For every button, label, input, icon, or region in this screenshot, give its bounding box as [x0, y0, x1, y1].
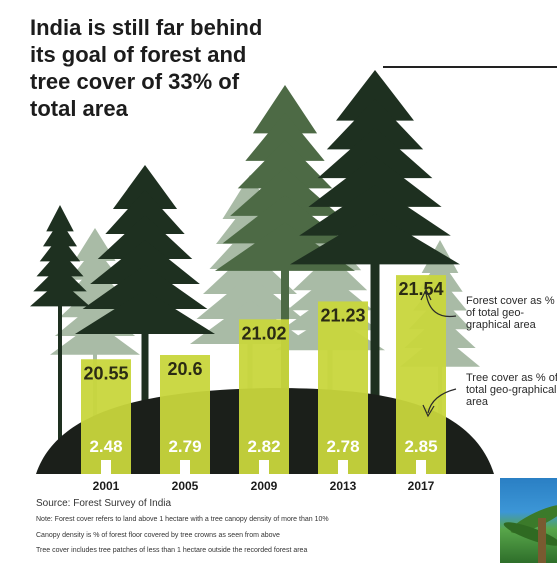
- forest-value-label-2013: 21.23: [320, 305, 365, 325]
- labels-layer: 20.55 2.48 2001 20.6 2.79 2005 21.02 2.82 2009 21…: [83, 279, 443, 493]
- forest-value-label-2017: 21.54: [398, 279, 443, 299]
- tree-foliage: [75, 290, 215, 334]
- title-rule: [383, 66, 557, 68]
- tree-trunk: [370, 150, 380, 474]
- tree-value-label-2013: 2.78: [326, 437, 359, 456]
- tree-foliage: [196, 275, 304, 319]
- tree-cover-annotation: Tree cover as % of total geo-graphical a…: [466, 372, 557, 408]
- tree-bar-2001: [101, 460, 111, 474]
- note-line-3: Tree cover includes tree patches of less…: [36, 547, 308, 554]
- tree-trunk: [141, 235, 149, 474]
- tree-foliage: [308, 156, 442, 207]
- tree-value-label-2005: 2.79: [168, 437, 201, 456]
- forest-value-label-2005: 20.6: [167, 359, 202, 379]
- note-line-1: Note: Forest cover refers to land above …: [36, 516, 329, 523]
- tree-foliage: [237, 140, 333, 189]
- tree-bar-2017: [416, 460, 426, 474]
- tree-foliage: [317, 127, 433, 179]
- tree-foliage: [39, 235, 81, 262]
- tree-foliage: [252, 85, 318, 134]
- tree-foliage: [46, 205, 74, 232]
- forest-cover-annotation: Forest cover as % of total geo-graphical…: [466, 295, 555, 331]
- forest-value-label-2001: 20.55: [83, 363, 128, 383]
- tree-foliage: [82, 265, 208, 309]
- forest-bar-2005: [160, 355, 210, 474]
- tree-foliage: [245, 112, 325, 161]
- tree-foliage: [36, 250, 84, 277]
- tree-bar-2009: [259, 460, 269, 474]
- x-tick-label-2009: 2009: [251, 479, 278, 493]
- tree-bar-2005: [180, 460, 190, 474]
- tree-foliage: [326, 98, 424, 150]
- forest-bar-2017: [396, 275, 446, 474]
- tree-foliage: [97, 215, 193, 259]
- annotation-arrows: [420, 288, 457, 418]
- x-tick-label-2013: 2013: [330, 479, 357, 493]
- forest-bar-2009: [239, 319, 289, 474]
- x-tick-label-2017: 2017: [408, 479, 435, 493]
- tree-foliage: [336, 70, 414, 121]
- palm-photo-thumbnail: [500, 478, 557, 563]
- forest-bar-2001: [81, 359, 131, 474]
- bars-layer: [81, 275, 446, 474]
- x-tick-label-2001: 2001: [93, 479, 120, 493]
- tree-foliage: [292, 255, 368, 291]
- tree-foliage: [43, 220, 77, 247]
- tree-foliage: [290, 213, 460, 265]
- x-tick-label-2005: 2005: [172, 479, 199, 493]
- tree-foliage: [299, 185, 451, 236]
- chart-title: India is still far behind its goal of fo…: [30, 15, 263, 121]
- tree-value-label-2017: 2.85: [404, 437, 437, 456]
- tree-foliage: [33, 265, 87, 292]
- tree-trunk: [58, 247, 62, 474]
- tree-foliage: [112, 165, 178, 209]
- tree-value-label-2009: 2.82: [247, 437, 280, 456]
- tree-bar-2013: [338, 460, 348, 474]
- tree-foliage: [90, 240, 200, 284]
- tree-foliage: [230, 167, 340, 216]
- tree-foliage: [203, 250, 297, 294]
- tree-foliage: [30, 280, 90, 307]
- source-line: Source: Forest Survey of India: [36, 498, 172, 509]
- tree-foliage: [50, 321, 140, 355]
- forest-bar-2013: [318, 301, 368, 474]
- tree-trunk: [281, 162, 289, 474]
- tree-foliage: [286, 275, 374, 311]
- tree-foliage: [105, 190, 185, 234]
- note-line-2: Canopy density is % of forest floor cove…: [36, 532, 280, 539]
- forest-value-label-2009: 21.02: [241, 323, 286, 343]
- tree-value-label-2001: 2.48: [89, 437, 122, 456]
